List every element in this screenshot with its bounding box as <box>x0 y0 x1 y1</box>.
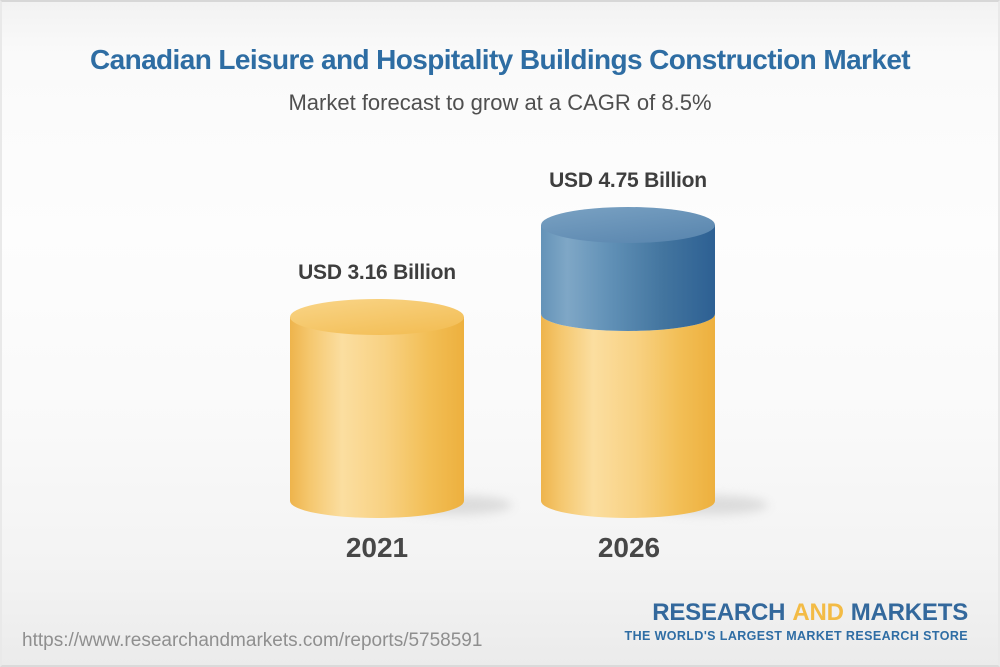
cylinder-2026-top <box>541 207 715 243</box>
category-label-2026: 2026 <box>597 532 661 563</box>
researchandmarkets-logo: RESEARCH AND MARKETS THE WORLD'S LARGEST… <box>624 599 969 644</box>
logo-word-markets: MARKETS <box>850 599 968 626</box>
logo-wordmark: RESEARCH AND MARKETS <box>625 599 968 626</box>
cylinder-chart-svg <box>290 207 768 518</box>
cylinder-2026-growth-segment <box>541 225 715 331</box>
report-url: https://www.researchandmarkets.com/repor… <box>22 630 483 651</box>
value-label-2026: USD 4.75 Billion <box>549 169 707 192</box>
cylinder-2021 <box>290 299 464 518</box>
logo-word-and: AND <box>792 599 844 626</box>
category-label-2021: 2021 <box>345 532 409 563</box>
page-subtitle: Market forecast to grow at a CAGR of 8.5… <box>288 90 712 115</box>
logo-tagline: THE WORLD'S LARGEST MARKET RESEARCH STOR… <box>624 629 968 644</box>
logo-word-research: RESEARCH <box>652 599 786 626</box>
value-label-2021: USD 3.16 Billion <box>298 261 456 284</box>
page-title: Canadian Leisure and Hospitality Buildin… <box>89 44 911 75</box>
cylinder-2026-base-segment <box>541 314 715 518</box>
cylinder-2026 <box>541 207 715 518</box>
cylinder-2021-top <box>290 299 464 335</box>
cylinder-2021-body <box>290 317 464 518</box>
